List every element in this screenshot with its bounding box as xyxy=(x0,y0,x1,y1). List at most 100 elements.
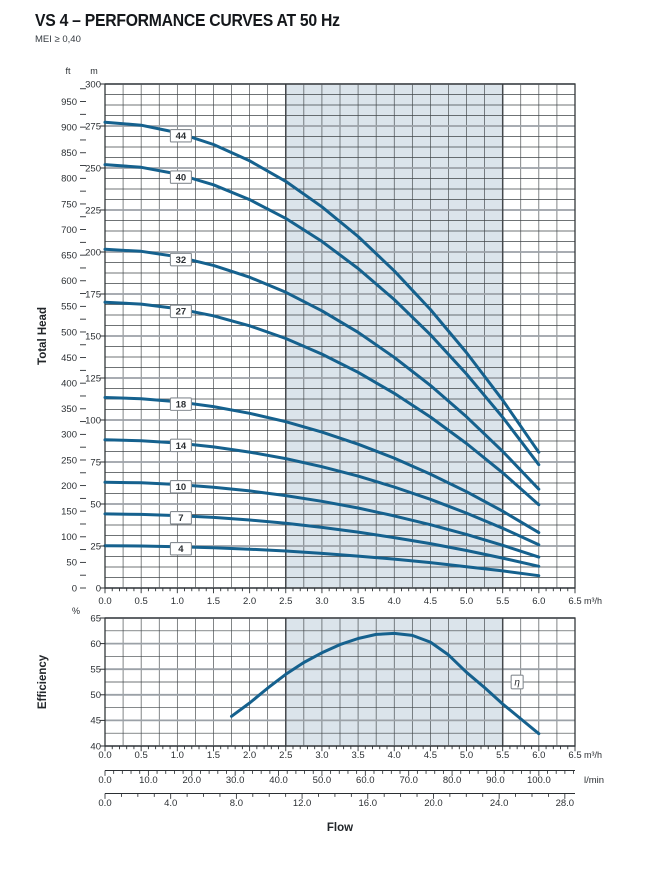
lmin-scale: 0.0 10.0 20.0 30.0 40.0 50.0 60.0 70.0 80.0 90.0 1… xyxy=(98,770,604,786)
ft-axis: 0 50 100 150 200 250 300 350 400 450 500 550 600 650 7… xyxy=(61,88,86,594)
ft-tick-label: 600 xyxy=(61,276,77,287)
efficiency-curve-line xyxy=(230,631,541,736)
flow-axis-title: Flow xyxy=(327,822,353,834)
x-tick-label: 1.0 xyxy=(171,750,184,761)
scale-tick-label: 80.0 xyxy=(443,775,462,786)
percent-scale-header: % xyxy=(72,606,80,616)
scale-ticks xyxy=(104,793,566,799)
m-tick-label: 25 xyxy=(90,541,101,552)
x-tick-label: 2.5 xyxy=(279,596,292,607)
percent-tick-label: 60 xyxy=(90,639,101,650)
curve-label-14: 14 xyxy=(169,438,192,453)
x-axis-unit: m³/h xyxy=(584,750,602,760)
percent-tick-label: 55 xyxy=(90,665,101,676)
x-tick-label: 6.0 xyxy=(532,596,545,607)
svg-text:η: η xyxy=(514,678,520,689)
x-tick-label: 3.0 xyxy=(315,596,328,607)
x-tick-label: 2.0 xyxy=(243,750,256,761)
x-tick-label: 0.5 xyxy=(135,750,148,761)
scale-tick-label: 100.0 xyxy=(527,775,551,786)
svg-text:32: 32 xyxy=(176,255,187,266)
ft-tick-label: 900 xyxy=(61,122,77,133)
ft-tick-label: 350 xyxy=(61,404,77,415)
ft-tick-label: 150 xyxy=(61,506,77,517)
x-axis-unit: m³/h xyxy=(584,596,602,606)
scale-tick-label: 28.0 xyxy=(556,798,575,809)
scale-tick-label: 50.0 xyxy=(313,775,332,786)
x-tick-label: 5.0 xyxy=(460,750,473,761)
usgpm-scale: 0.0 4.0 8.0 12.0 16.0 20.0 24.0 28.0 xyxy=(98,793,576,809)
m-scale-header: m xyxy=(90,66,98,76)
scale-tick-label: 30.0 xyxy=(226,775,245,786)
curve-label-44: 44 xyxy=(169,128,192,143)
x-tick-label: 5.5 xyxy=(496,596,509,607)
m-tick-label: 125 xyxy=(85,373,101,384)
svg-text:7: 7 xyxy=(178,513,183,524)
scale-tick-label: 10.0 xyxy=(139,775,158,786)
scale-unit: l/min xyxy=(584,775,604,786)
scale-tick-label: 0.0 xyxy=(98,798,111,809)
efficiency-axis-title: Efficiency xyxy=(37,654,49,709)
scale-tick-label: 20.0 xyxy=(183,775,202,786)
x-tick-label: 1.5 xyxy=(207,596,220,607)
svg-text:10: 10 xyxy=(176,482,187,493)
x-axis-tick-labels: 0.0 0.5 1.0 1.5 2.0 2.5 3.0 3.5 4.0 4.5 5.0 5.5 6.0 6… xyxy=(98,596,581,607)
percent-tick-label: 65 xyxy=(90,613,101,624)
x-tick-label: 3.5 xyxy=(351,596,364,607)
x-tick-label: 1.5 xyxy=(207,750,220,761)
curve-labels: 44 40 32 27 18 14 10 7 4 xyxy=(169,128,192,556)
x-tick-label: 4.5 xyxy=(424,596,437,607)
ft-tick-label: 750 xyxy=(61,199,77,210)
range-band-edges xyxy=(285,84,504,588)
ft-tick-label: 400 xyxy=(61,378,77,389)
m-axis: 0 25 50 75 100 125 150 175 200 225 250 275 300 xyxy=(85,79,105,594)
x-tick-label: 3.5 xyxy=(351,750,364,761)
percent-tick-label: 45 xyxy=(90,716,101,727)
scale-tick-label: 60.0 xyxy=(356,775,375,786)
ft-tick-label: 100 xyxy=(61,532,77,543)
scale-labels: 0.0 10.0 20.0 30.0 40.0 50.0 60.0 70.0 80.0 90.0 1… xyxy=(98,775,550,786)
x-tick-label: 5.0 xyxy=(460,596,473,607)
ft-tick-label: 650 xyxy=(61,250,77,261)
range-band-edges xyxy=(285,618,504,746)
scale-tick-label: 40.0 xyxy=(269,775,288,786)
scale-tick-label: 90.0 xyxy=(486,775,505,786)
m-tick-label: 50 xyxy=(90,499,101,510)
m-tick-label: 250 xyxy=(85,163,101,174)
horizontal-minor-gridlines xyxy=(105,630,576,734)
scale-tick-label: 70.0 xyxy=(399,775,418,786)
scale-tick-label: 0.0 xyxy=(98,775,111,786)
x-axis-tick-labels: 0.0 0.5 1.0 1.5 2.0 2.5 3.0 3.5 4.0 4.5 5.0 5.5 6.0 6… xyxy=(98,750,581,761)
x-tick-label: 5.5 xyxy=(496,750,509,761)
head-chart: 4440322718141074025507510012515017520022… xyxy=(61,79,602,607)
ft-tick-label: 50 xyxy=(66,558,77,569)
horizontal-major-gridlines xyxy=(105,83,576,589)
x-tick-label: 4.0 xyxy=(388,750,401,761)
m-tick-label: 0 xyxy=(96,583,101,594)
scale-tick-label: 24.0 xyxy=(490,798,509,809)
mei-rating: MEI ≥ 0,40 xyxy=(35,34,81,45)
plot-border xyxy=(104,617,576,747)
svg-text:4: 4 xyxy=(178,544,184,555)
x-tick-label: 2.5 xyxy=(279,750,292,761)
ft-tick-label: 450 xyxy=(61,353,77,364)
m-tick-label: 200 xyxy=(85,247,101,258)
total-head-axis-title: Total Head xyxy=(37,307,49,365)
percent-tick-label: 40 xyxy=(90,741,101,752)
efficiency-chart: η 40 45 50 55 60 65 0.0 0.5 1.0 1.5 2.0 2.5 3.0 3.5 4.0… xyxy=(90,613,602,761)
x-tick-label: 0.5 xyxy=(135,596,148,607)
m-tick-label: 300 xyxy=(85,79,101,90)
m-tick-label: 100 xyxy=(85,415,101,426)
scale-tick-label: 8.0 xyxy=(230,798,243,809)
x-tick-label: 6.5 xyxy=(568,596,581,607)
m-tick-label: 75 xyxy=(90,457,101,468)
ft-tick-label: 500 xyxy=(61,327,77,338)
ft-tick-label: 300 xyxy=(61,430,77,441)
ft-tick-label: 850 xyxy=(61,148,77,159)
x-tick-label: 4.0 xyxy=(388,596,401,607)
svg-text:40: 40 xyxy=(176,173,187,184)
ft-tick-label: 200 xyxy=(61,481,77,492)
curve-label-7: 7 xyxy=(169,511,192,525)
svg-text:18: 18 xyxy=(176,400,187,411)
